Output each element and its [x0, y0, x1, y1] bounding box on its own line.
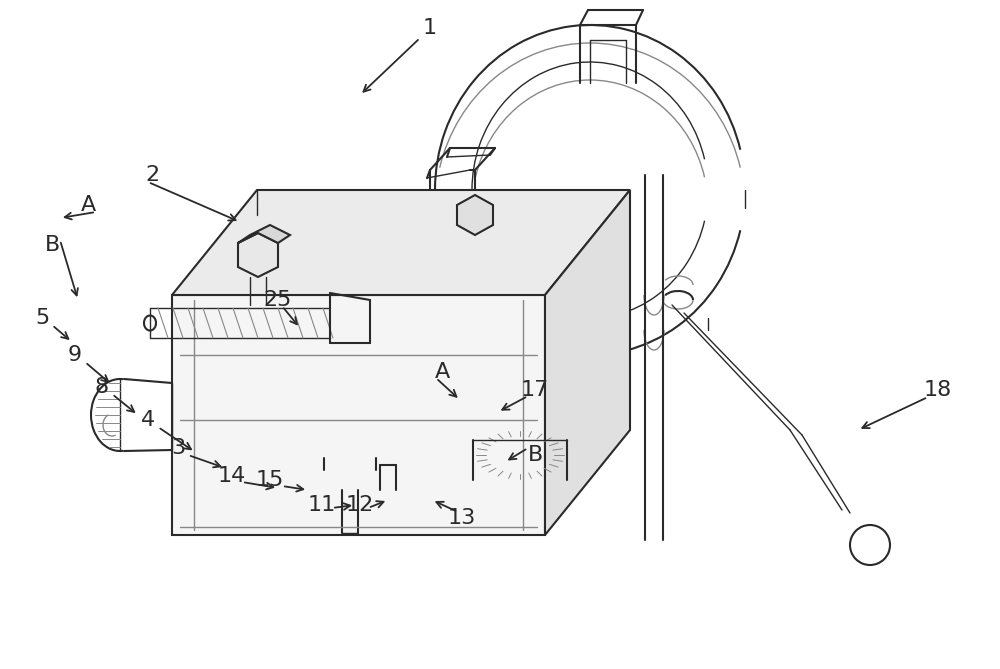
Text: B: B — [44, 235, 60, 255]
Text: 25: 25 — [264, 290, 292, 310]
Text: 15: 15 — [256, 470, 284, 490]
Text: 3: 3 — [171, 438, 185, 458]
Polygon shape — [545, 190, 630, 535]
Text: A: A — [80, 195, 96, 215]
Text: 14: 14 — [218, 466, 246, 486]
Text: 18: 18 — [924, 380, 952, 400]
Text: 11: 11 — [308, 495, 336, 515]
Text: 13: 13 — [448, 508, 476, 528]
Text: 17: 17 — [521, 380, 549, 400]
Text: 8: 8 — [95, 377, 109, 397]
Text: 12: 12 — [346, 495, 374, 515]
Polygon shape — [457, 195, 493, 235]
Text: 4: 4 — [141, 410, 155, 430]
Text: 2: 2 — [145, 165, 159, 185]
Text: 9: 9 — [68, 345, 82, 365]
Polygon shape — [238, 233, 278, 277]
Text: 1: 1 — [423, 18, 437, 38]
Text: 5: 5 — [35, 308, 49, 328]
Polygon shape — [238, 225, 290, 243]
Text: B: B — [527, 445, 543, 465]
Text: A: A — [434, 362, 450, 382]
Polygon shape — [172, 295, 545, 535]
Polygon shape — [172, 190, 630, 295]
